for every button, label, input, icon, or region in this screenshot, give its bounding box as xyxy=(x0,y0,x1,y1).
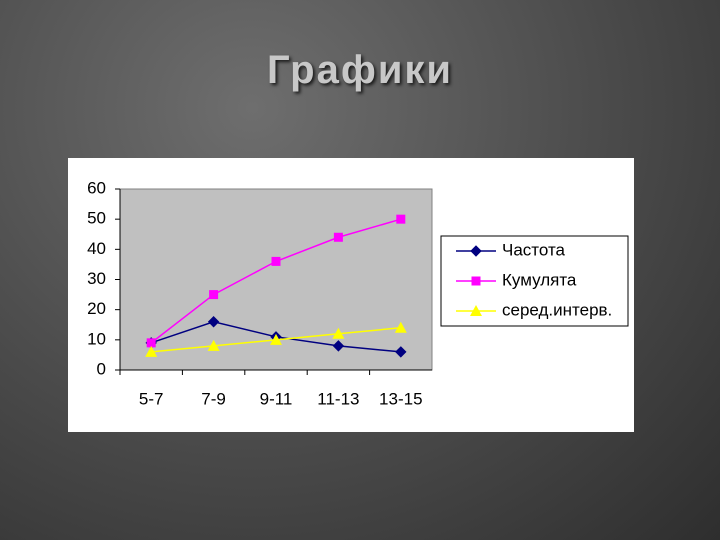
x-tick-label: 9-11 xyxy=(260,389,293,408)
y-tick-label: 30 xyxy=(87,269,106,288)
data-point xyxy=(394,321,407,333)
data-point xyxy=(145,345,158,357)
data-point xyxy=(332,327,345,339)
legend-marker xyxy=(470,305,482,316)
x-tick-label: 13-15 xyxy=(379,389,422,408)
slide-title: Графики xyxy=(266,48,454,92)
legend-marker xyxy=(470,245,482,257)
data-point xyxy=(333,232,343,242)
legend-label: серед.интерв. xyxy=(502,300,612,319)
y-tick-label: 60 xyxy=(87,178,106,197)
y-tick-label: 0 xyxy=(97,359,106,378)
y-tick-label: 40 xyxy=(87,239,106,258)
data-point xyxy=(270,333,282,345)
data-point xyxy=(207,339,220,351)
legend-label: Кумулята xyxy=(502,270,577,289)
x-tick-label: 11-13 xyxy=(317,389,359,408)
data-point xyxy=(207,316,220,328)
y-tick-label: 20 xyxy=(87,299,106,318)
legend-marker xyxy=(471,276,481,286)
x-tick-label: 5-7 xyxy=(139,389,164,408)
legend-label: Частота xyxy=(502,240,566,259)
data-point xyxy=(271,256,281,266)
data-point xyxy=(396,214,406,224)
y-tick-label: 50 xyxy=(87,209,106,228)
data-point xyxy=(332,340,345,352)
x-tick-label: 7-9 xyxy=(201,389,226,408)
data-point xyxy=(209,290,219,300)
data-point xyxy=(395,346,407,358)
y-tick-label: 10 xyxy=(87,329,106,348)
data-point xyxy=(146,338,156,348)
